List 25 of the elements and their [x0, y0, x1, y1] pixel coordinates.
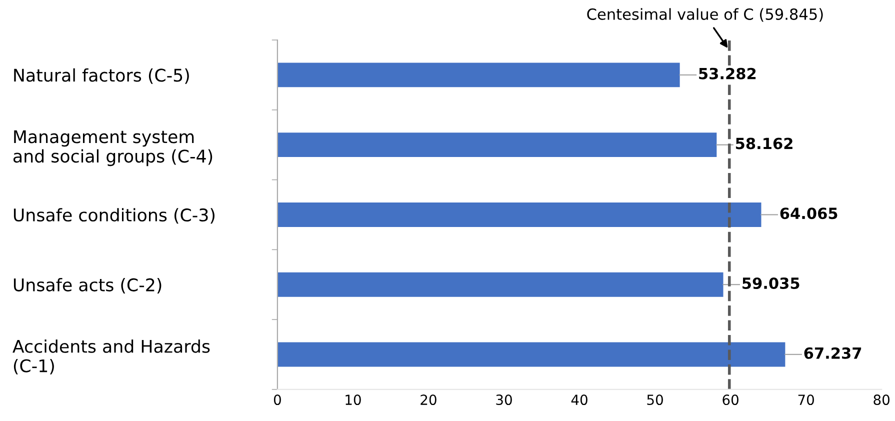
x-tick-label: 80: [874, 394, 890, 406]
data-label: 67.237: [804, 347, 862, 359]
data-label: 59.035: [742, 277, 800, 290]
bar: [277, 62, 680, 88]
y-tick-label: Natural factors (C-5): [14, 68, 189, 84]
bar: [277, 272, 724, 297]
x-tick-label: 40: [571, 394, 588, 406]
y-tick-label: Unsafe conditions (C-3): [14, 208, 214, 224]
x-tick-label: 0: [274, 394, 281, 406]
x-tick-label: 50: [647, 394, 663, 406]
y-tick-label: Management system and social groups (C-4): [13, 130, 212, 166]
data-label: 53.282: [699, 68, 756, 80]
y-tick-label: Accidents and Hazards (C-1): [12, 339, 210, 374]
y-tick-label: Unsafe acts (C-2): [14, 278, 162, 294]
bar: [277, 132, 717, 158]
x-tick-label: 20: [420, 394, 436, 406]
x-tick-label: 10: [346, 394, 361, 406]
data-label: 64.065: [780, 208, 838, 220]
bar: [277, 342, 786, 367]
x-tick-label: 30: [496, 394, 512, 406]
x-tick-label: 70: [798, 394, 814, 406]
data-label: 58.162: [736, 138, 792, 150]
ref-line-label: Centesimal value of C (59.845): [587, 8, 823, 22]
bar: [277, 202, 762, 227]
x-tick-label: 60: [722, 394, 738, 406]
